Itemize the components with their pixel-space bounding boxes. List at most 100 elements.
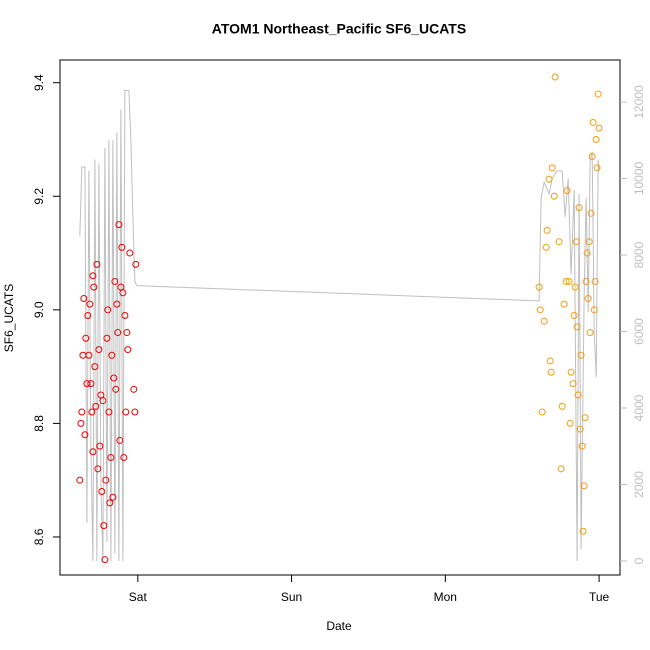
data-point: [545, 175, 553, 183]
data-point: [94, 465, 102, 473]
data-point: [112, 385, 120, 393]
data-point: [587, 209, 595, 217]
data-point: [97, 391, 105, 399]
x-axis-label: Date: [326, 619, 352, 633]
data-point: [590, 306, 598, 314]
data-point: [102, 476, 110, 484]
data-point: [79, 351, 87, 359]
y2-tick-label: 6000: [632, 318, 646, 345]
data-point: [103, 334, 111, 342]
data-point: [80, 294, 88, 302]
data-point: [574, 391, 582, 399]
data-point: [571, 283, 579, 291]
data-point: [581, 414, 589, 422]
data-point: [78, 408, 86, 416]
y-axis-label: SF6_UCATS: [2, 284, 16, 352]
data-point: [594, 90, 602, 98]
data-point: [95, 346, 103, 354]
data-point: [130, 385, 138, 393]
data-point: [107, 453, 115, 461]
data-point: [535, 283, 543, 291]
y2-tick-label: 10000: [632, 161, 646, 195]
plot-frame: [59, 59, 621, 576]
data-point: [101, 556, 109, 564]
y-tick-label: 9.0: [32, 301, 46, 318]
y2-tick-label: 2000: [632, 471, 646, 498]
data-point: [89, 272, 97, 280]
data-point: [582, 277, 590, 285]
data-point: [98, 488, 106, 496]
data-point: [116, 436, 124, 444]
data-point: [593, 164, 601, 172]
x-tick-label: Sat: [129, 590, 148, 604]
data-point: [567, 368, 575, 376]
data-point: [536, 306, 544, 314]
y2-tick-label: 8000: [632, 241, 646, 268]
data-point: [88, 408, 96, 416]
data-point: [546, 357, 554, 365]
data-point: [109, 493, 117, 501]
data-point: [106, 499, 114, 507]
altitude-line: [79, 90, 600, 562]
data-point: [551, 73, 559, 81]
data-point: [580, 482, 588, 490]
data-point: [81, 431, 89, 439]
chart-title: ATOM1 Northeast_Pacific SF6_UCATS: [212, 21, 466, 37]
data-point: [110, 374, 118, 382]
data-point: [77, 419, 85, 427]
data-point: [115, 221, 123, 229]
data-point: [93, 260, 101, 268]
data-point: [99, 397, 107, 405]
data-point: [87, 380, 95, 388]
data-point: [83, 380, 91, 388]
data-point: [542, 243, 550, 251]
data-point: [85, 351, 93, 359]
x-tick-label: Sun: [281, 590, 302, 604]
data-point: [131, 408, 139, 416]
x-tick-label: Mon: [434, 590, 457, 604]
data-point: [569, 380, 577, 388]
data-point: [105, 408, 113, 416]
data-point: [540, 317, 548, 325]
data-point: [578, 442, 586, 450]
data-point: [565, 277, 573, 285]
data-point: [82, 334, 90, 342]
data-point: [100, 522, 108, 530]
y-tick-label: 8.8: [32, 415, 46, 432]
data-point: [96, 442, 104, 450]
data-point: [550, 192, 558, 200]
data-point: [548, 164, 556, 172]
data-point: [583, 249, 591, 257]
data-point: [120, 453, 128, 461]
data-point: [589, 118, 597, 126]
data-point: [579, 527, 587, 535]
data-point: [124, 346, 132, 354]
data-point: [91, 363, 99, 371]
data-point: [92, 402, 100, 410]
data-point: [584, 294, 592, 302]
data-point: [595, 124, 603, 132]
data-point: [90, 283, 98, 291]
data-point: [576, 425, 584, 433]
data-point: [111, 277, 119, 285]
data-point: [555, 238, 563, 246]
data-point: [575, 204, 583, 212]
data-point: [84, 312, 92, 320]
data-point: [114, 329, 122, 337]
data-point: [121, 312, 129, 320]
y-tick-label: 8.6: [32, 528, 46, 545]
data-point: [543, 226, 551, 234]
data-point: [570, 312, 578, 320]
y-tick-label: 9.4: [32, 74, 46, 91]
data-point: [585, 238, 593, 246]
data-point: [547, 368, 555, 376]
data-point: [113, 300, 121, 308]
data-point: [591, 277, 599, 285]
data-point: [588, 153, 596, 161]
data-point: [560, 300, 568, 308]
data-point: [108, 351, 116, 359]
data-point: [117, 283, 125, 291]
data-point: [558, 402, 566, 410]
data-point: [119, 289, 127, 297]
x-tick-label: Tue: [589, 590, 610, 604]
